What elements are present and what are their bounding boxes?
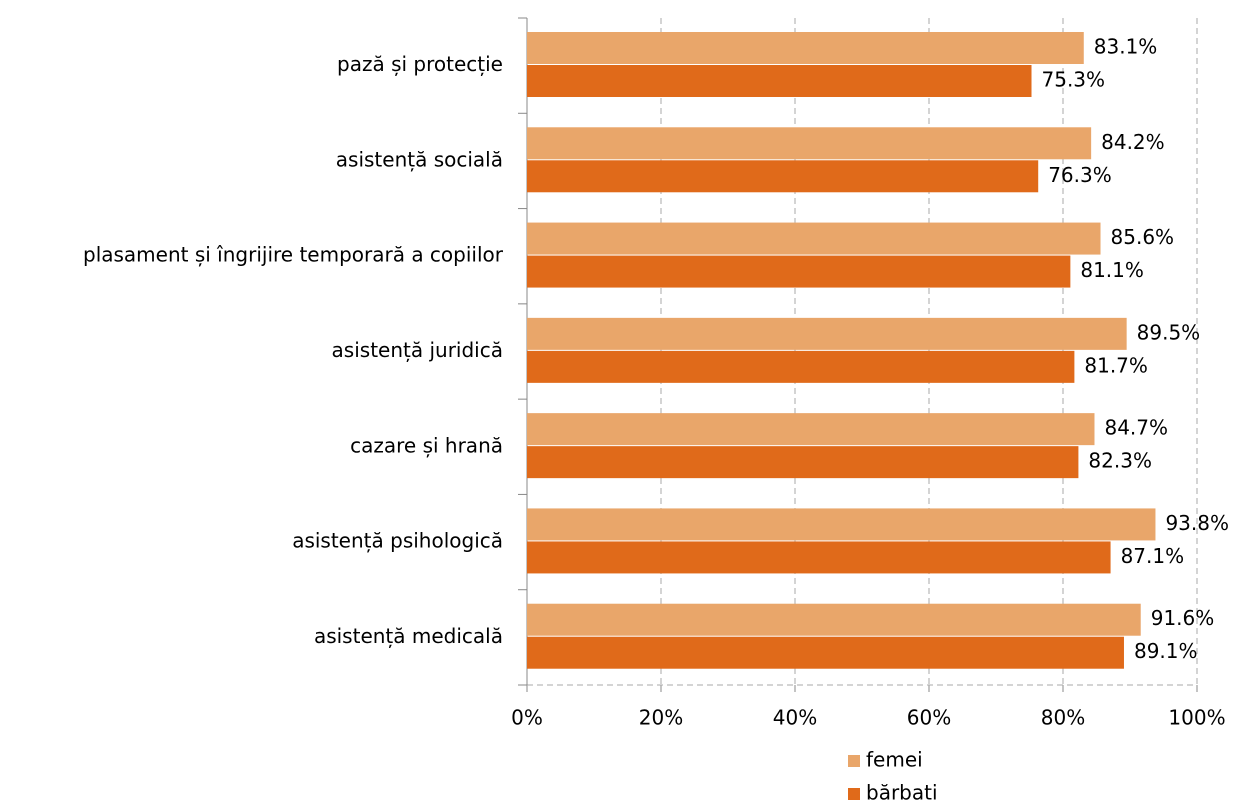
- legend-swatch: [848, 755, 860, 767]
- x-tick-label: 20%: [639, 706, 683, 730]
- bar: [527, 350, 1075, 383]
- x-tick-label: 40%: [773, 706, 817, 730]
- y-tick-label: asistență socială: [336, 147, 503, 171]
- y-tick-label: asistență medicală: [314, 624, 503, 648]
- data-label: 75.3%: [1042, 68, 1106, 92]
- data-label: 87.1%: [1121, 544, 1185, 568]
- bar: [527, 413, 1095, 446]
- data-label: 83.1%: [1094, 35, 1158, 59]
- bar: [527, 32, 1084, 64]
- legend-label: femei: [866, 748, 923, 772]
- bar: [527, 160, 1039, 193]
- bar: [527, 222, 1101, 255]
- data-label: 84.2%: [1101, 130, 1165, 154]
- data-label: 76.3%: [1048, 163, 1112, 187]
- x-tick-label: 100%: [1168, 706, 1225, 730]
- y-tick-label: plasament și îngrijire temporară a copii…: [83, 243, 504, 267]
- y-tick-label: pază și protecție: [337, 52, 503, 76]
- y-tick-label: cazare și hrană: [350, 433, 503, 457]
- data-label: 85.6%: [1111, 225, 1175, 249]
- x-tick-label: 0%: [511, 706, 543, 730]
- bar: [527, 541, 1111, 574]
- bar: [527, 603, 1141, 636]
- bar: [527, 508, 1156, 541]
- bar: [527, 127, 1092, 160]
- x-tick-label: 60%: [907, 706, 951, 730]
- data-label: 91.6%: [1151, 606, 1215, 630]
- legend-swatch: [848, 788, 860, 800]
- bar: [527, 636, 1124, 669]
- bar: [527, 446, 1079, 479]
- bar: [527, 65, 1032, 97]
- bar: [527, 255, 1071, 288]
- legend-label: bărbati: [866, 781, 938, 805]
- data-label: 89.1%: [1134, 639, 1198, 663]
- x-tick-label: 80%: [1041, 706, 1085, 730]
- y-tick-label: asistență juridică: [332, 338, 503, 362]
- data-label: 93.8%: [1165, 511, 1229, 535]
- data-label: 81.1%: [1080, 258, 1144, 282]
- y-tick-label: asistență psihologică: [292, 529, 503, 553]
- data-label: 89.5%: [1137, 320, 1201, 344]
- data-label: 82.3%: [1088, 449, 1152, 473]
- bar: [527, 317, 1127, 350]
- data-label: 81.7%: [1084, 353, 1148, 377]
- data-label: 84.7%: [1104, 416, 1168, 440]
